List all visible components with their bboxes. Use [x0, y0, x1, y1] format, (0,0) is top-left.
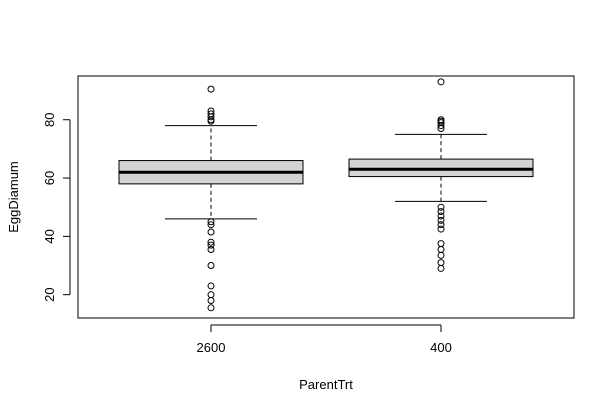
outlier-point	[207, 245, 215, 253]
outlier-point	[207, 241, 215, 249]
outlier-point	[207, 304, 215, 312]
outlier-point	[437, 203, 445, 211]
outlier-point	[437, 124, 445, 132]
x-tick-label: 2600	[197, 340, 226, 355]
outlier-point	[437, 78, 445, 86]
outlier-point	[207, 262, 215, 270]
outlier-point	[207, 282, 215, 290]
outlier-point	[437, 240, 445, 248]
outlier-point	[207, 291, 215, 299]
y-tick-label: 40	[42, 229, 57, 243]
outlier-point	[207, 238, 215, 246]
box-group-2600	[118, 85, 304, 312]
y-axis: 20 40 60 80	[42, 113, 71, 302]
x-tick-label: 400	[430, 340, 452, 355]
outlier-point	[207, 297, 215, 305]
outlier-point	[207, 221, 215, 229]
outlier-point	[437, 212, 445, 220]
outlier-point	[437, 216, 445, 224]
outlier-point	[437, 251, 445, 259]
outlier-point	[207, 85, 215, 93]
box-group-400	[348, 78, 534, 272]
outlier-point	[437, 259, 445, 267]
outlier-point	[437, 245, 445, 253]
x-axis: 2600 400	[197, 324, 452, 355]
box-series	[118, 78, 534, 312]
outlier-point	[207, 218, 215, 226]
y-tick-label: 60	[42, 171, 57, 185]
outlier-point	[207, 113, 215, 121]
x-axis-label: ParentTrt	[299, 377, 353, 392]
y-tick-label: 80	[42, 113, 57, 127]
outlier-point	[437, 225, 445, 233]
outlier-point	[437, 122, 445, 130]
plot-frame	[77, 75, 575, 319]
outlier-point	[207, 117, 215, 125]
outlier-point	[437, 264, 445, 272]
outlier-point	[207, 228, 215, 236]
y-axis-label: EggDiamum	[6, 161, 21, 233]
outlier-point	[437, 221, 445, 229]
y-tick-label: 20	[42, 287, 57, 301]
outlier-point	[437, 208, 445, 216]
